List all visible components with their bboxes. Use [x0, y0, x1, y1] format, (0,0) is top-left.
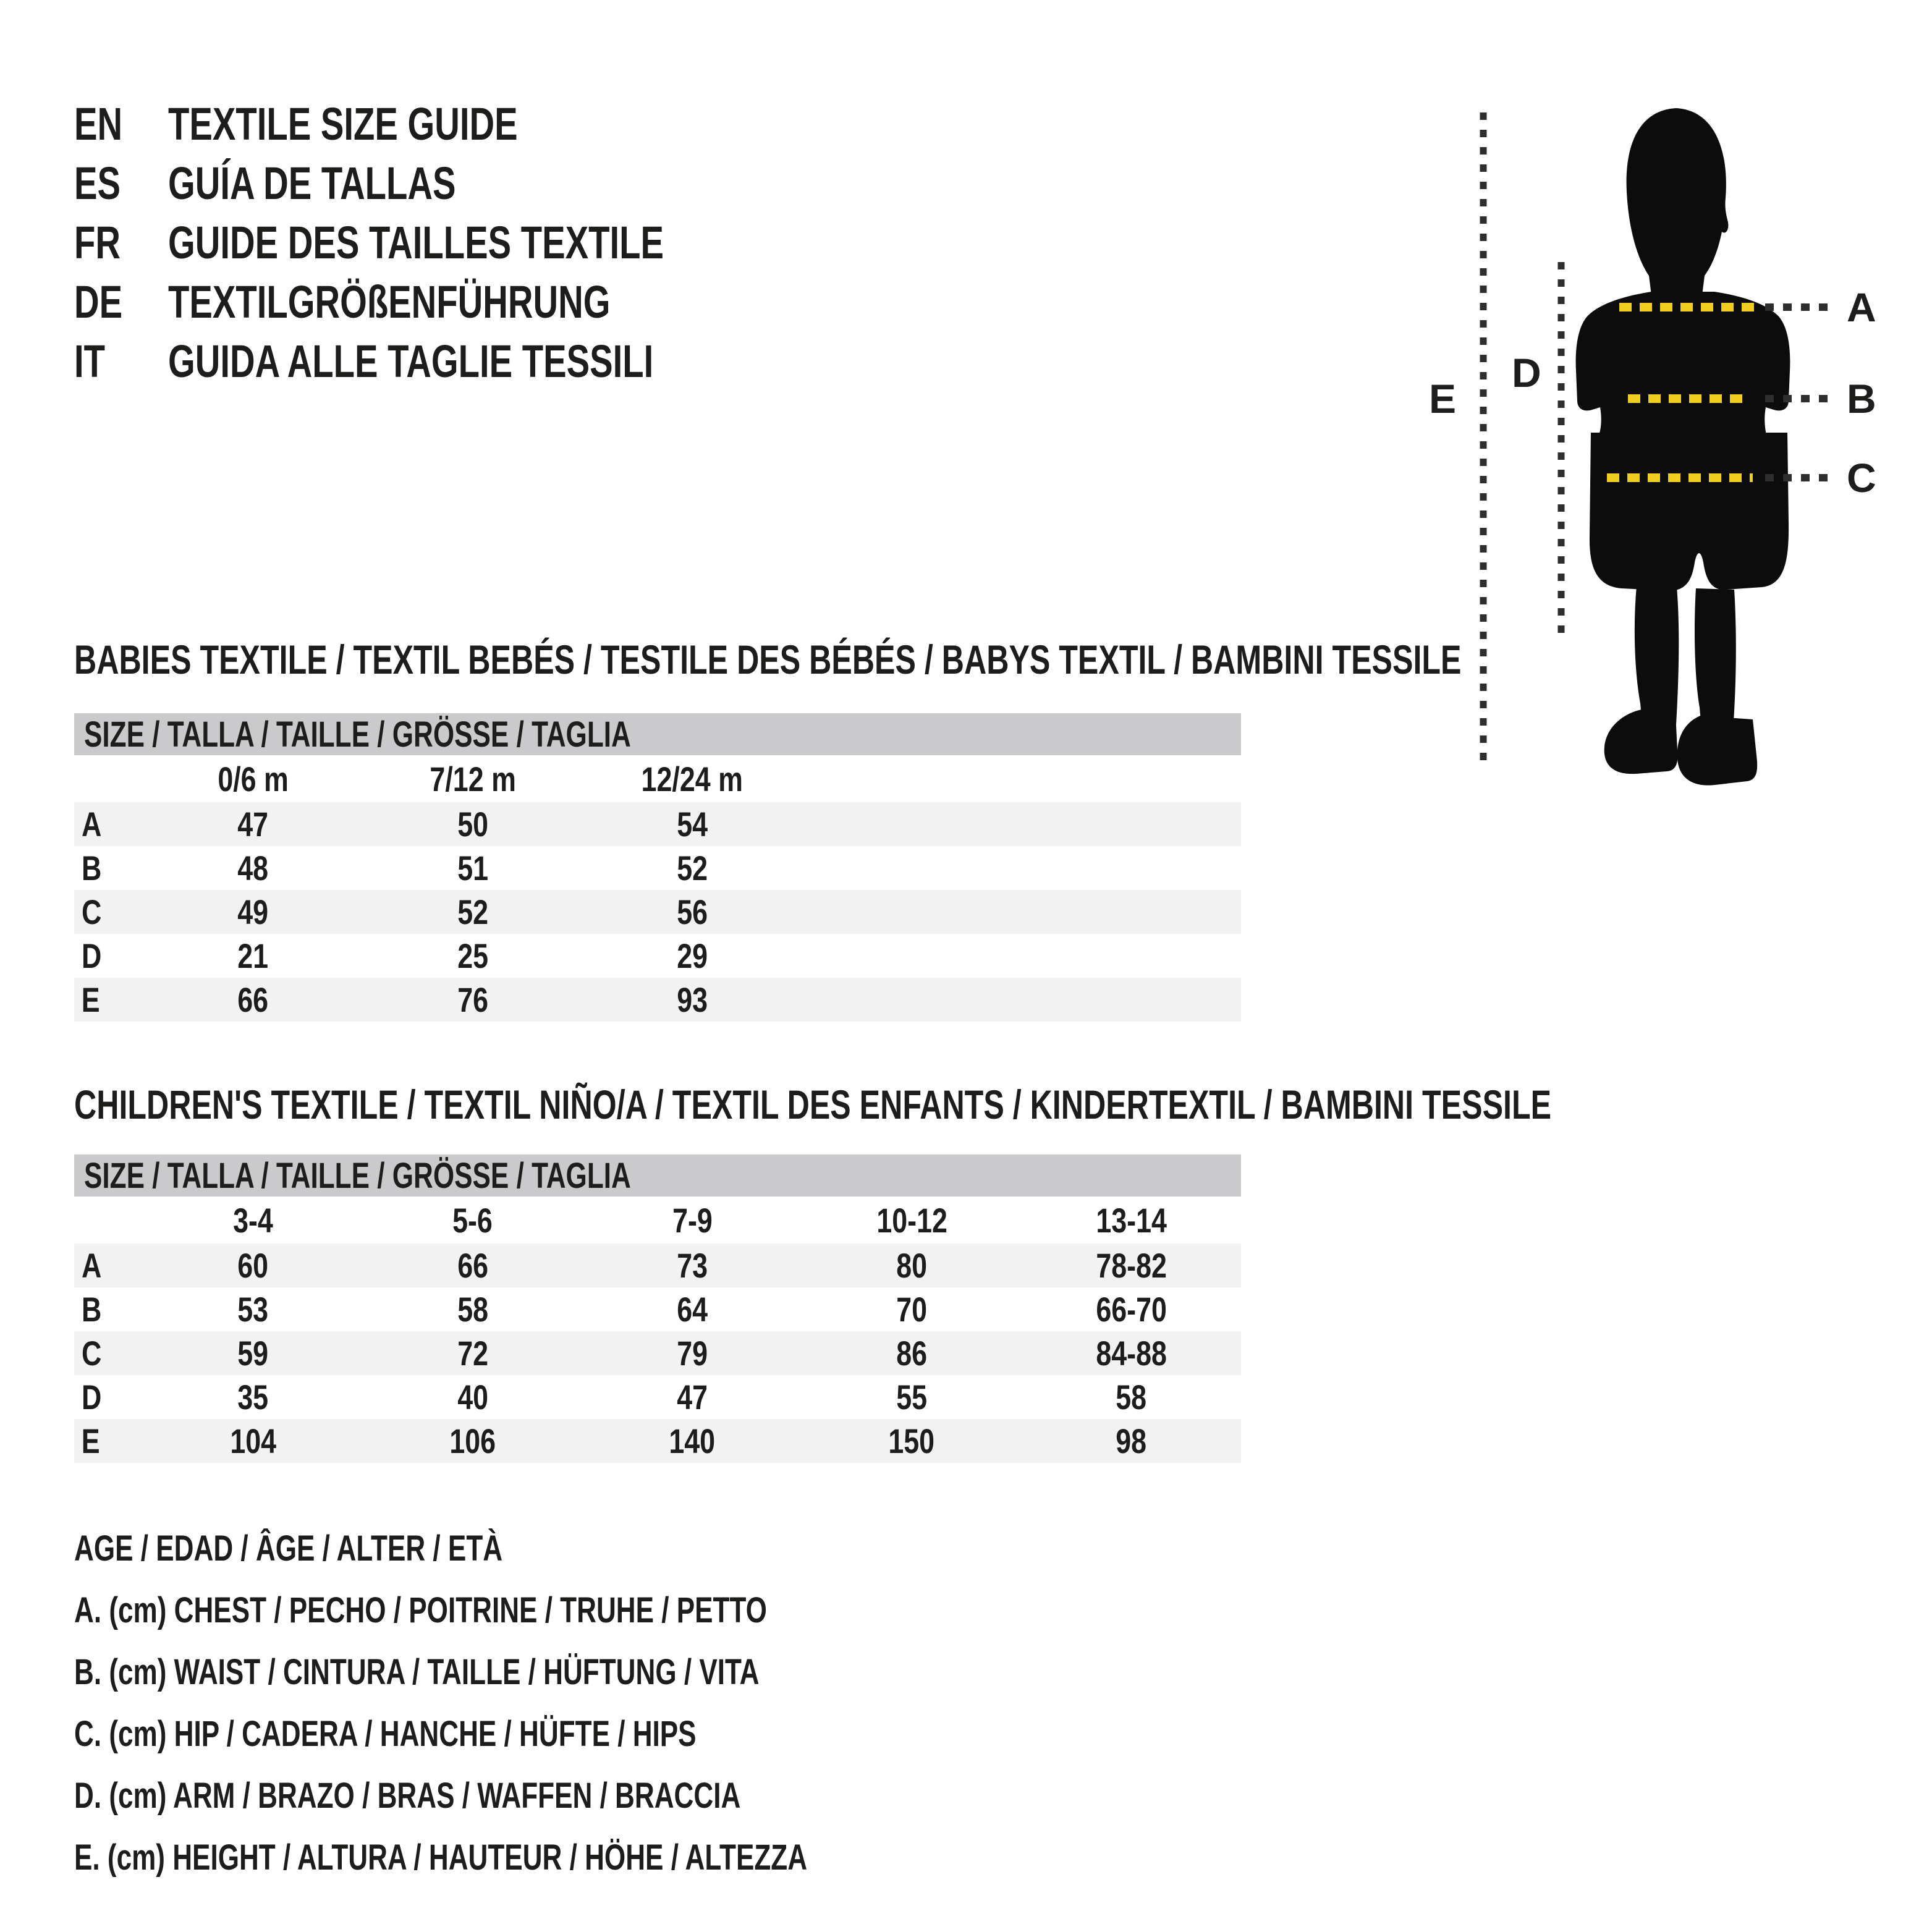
babies-section-title: BABIES TEXTILE / TEXTIL BEBÉS / TESTILE … [74, 637, 1462, 682]
silhouette-head [1626, 108, 1729, 295]
lang-code-it: IT [74, 335, 105, 387]
lang-title-en: TEXTILE SIZE GUIDE [168, 98, 518, 150]
children-size-table: SIZE / TALLA / TAILLE / GRÖSSE / TAGLIA … [74, 1155, 1241, 1463]
babies-row-e: E 66 76 93 [74, 978, 1241, 1022]
child-silhouette-svg: A B C D E [1429, 108, 1876, 786]
lang-title-de: TEXTILGRÖßENFÜHRUNG [168, 276, 611, 328]
legend-chest: A. (cm) CHEST / PECHO / POITRINE / TRUHE… [74, 1590, 767, 1630]
children-row-c: C 59 72 79 86 84-88 [74, 1331, 1241, 1375]
children-size-header-bar: SIZE / TALLA / TAILLE / GRÖSSE / TAGLIA [74, 1155, 1241, 1197]
lang-code-de: DE [74, 276, 123, 328]
lang-row-it: IT GUIDA ALLE TAGLIE TESSILI [74, 331, 820, 391]
lang-code-es: ES [74, 157, 121, 209]
children-section-title: CHILDREN'S TEXTILE / TEXTIL NIÑO/A / TEX… [74, 1082, 1552, 1127]
lang-title-fr: GUIDE DES TAILLES TEXTILE [168, 216, 664, 268]
figure-label-e: E [1429, 376, 1456, 422]
lang-code-en: EN [74, 98, 123, 150]
children-row-e: E 104 106 140 150 98 [74, 1419, 1241, 1463]
babies-col-0: 0/6 m [218, 759, 289, 799]
children-column-header-row: 3-4 5-6 7-9 10-12 13-14 [74, 1197, 1241, 1244]
language-title-block: EN TEXTILE SIZE GUIDE ES GUÍA DE TALLAS … [74, 94, 820, 391]
babies-row-c: C 49 52 56 [74, 890, 1241, 934]
children-col-1: 5-6 [452, 1200, 493, 1240]
children-row-d: D 35 40 47 55 58 [82, 1378, 1147, 1417]
lang-row-fr: FR GUIDE DES TAILLES TEXTILE [74, 213, 820, 272]
babies-row-a: A 47 50 54 [74, 802, 1241, 846]
legend-hip: C. (cm) HIP / CADERA / HANCHE / HÜFTE / … [74, 1713, 697, 1754]
lang-row-en: EN TEXTILE SIZE GUIDE [74, 94, 820, 153]
babies-row-d: D 21 25 29 [82, 936, 708, 975]
silhouette-torso [1575, 292, 1790, 438]
silhouette-right-shoe [1677, 716, 1758, 786]
silhouette-shorts [1589, 433, 1789, 591]
figure-label-a: A [1847, 284, 1876, 330]
legend-age: AGE / EDAD / ÂGE / ALTER / ETÀ [74, 1528, 503, 1569]
legend-waist: B. (cm) WAIST / CINTURA / TAILLE / HÜFTU… [74, 1651, 760, 1692]
children-row-b: B 53 58 64 70 66-70 [82, 1290, 1167, 1329]
silhouette-left-leg [1634, 586, 1679, 724]
children-col-2: 7-9 [672, 1200, 713, 1240]
lang-code-fr: FR [74, 216, 121, 268]
children-col-3: 10-12 [876, 1200, 947, 1240]
lang-title-es: GUÍA DE TALLAS [168, 157, 456, 209]
lang-row-de: DE TEXTILGRÖßENFÜHRUNG [74, 272, 820, 331]
babies-col-2: 12/24 m [641, 759, 744, 799]
children-row-a: A 60 66 73 80 78-82 [74, 1244, 1241, 1287]
babies-column-header-row: 0/6 m 7/12 m 12/24 m [74, 755, 1241, 802]
children-col-0: 3-4 [233, 1200, 273, 1240]
lang-title-it: GUIDA ALLE TAGLIE TESSILI [168, 335, 654, 387]
legend-height: E. (cm) HEIGHT / ALTURA / HAUTEUR / HÖHE… [74, 1837, 808, 1878]
measurement-legend: AGE / EDAD / ÂGE / ALTER / ETÀ A. (cm) C… [74, 1517, 1039, 1888]
silhouette-right-leg [1695, 588, 1736, 731]
child-silhouette [1575, 108, 1790, 786]
silhouette-left-shoe [1604, 710, 1678, 774]
babies-size-header-bar: SIZE / TALLA / TAILLE / GRÖSSE / TAGLIA [74, 713, 1241, 755]
measurement-diagram: A B C D E [1409, 93, 1932, 810]
lang-row-es: ES GUÍA DE TALLAS [74, 153, 820, 213]
babies-row-b: B 48 51 52 [82, 849, 708, 888]
legend-arm: D. (cm) ARM / BRAZO / BRAS / WAFFEN / BR… [74, 1775, 741, 1816]
figure-label-d: D [1512, 350, 1541, 396]
figure-label-b: B [1847, 376, 1876, 422]
children-col-4: 13-14 [1096, 1200, 1167, 1240]
babies-size-table: SIZE / TALLA / TAILLE / GRÖSSE / TAGLIA … [74, 713, 1241, 1022]
figure-label-c: C [1847, 455, 1876, 501]
babies-col-1: 7/12 m [430, 759, 516, 799]
